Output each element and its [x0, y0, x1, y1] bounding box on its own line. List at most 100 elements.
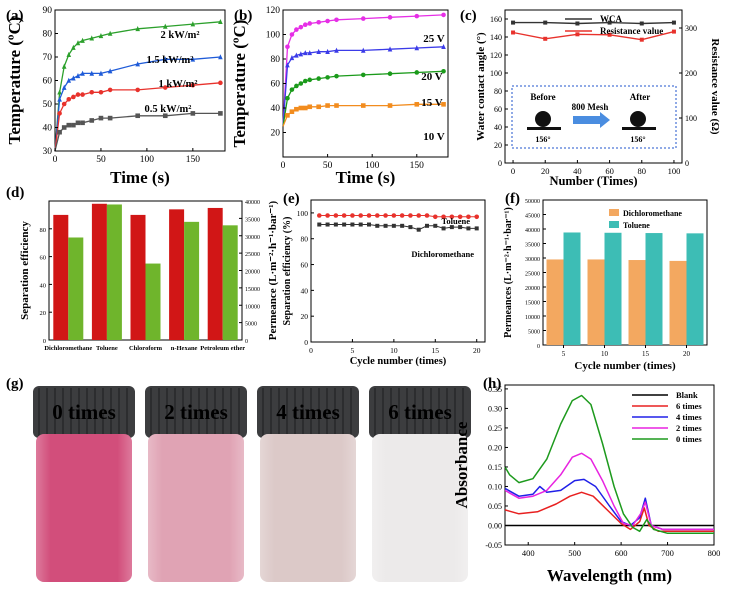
data-point	[218, 80, 223, 86]
data-point	[66, 77, 72, 83]
data-point	[639, 37, 644, 42]
bar-dichloromethane	[587, 259, 605, 345]
data-point	[71, 44, 76, 50]
category-label: Petroleum ether	[200, 345, 245, 352]
vial: 4 times	[257, 386, 359, 582]
data-point	[350, 213, 355, 218]
tick-label: 60	[43, 77, 53, 87]
tick-label: 0	[245, 339, 248, 345]
data-point	[408, 213, 413, 218]
vial-cap	[33, 386, 135, 438]
data-point	[316, 76, 321, 81]
legend-label: Toluene	[623, 221, 650, 230]
data-point	[190, 82, 196, 88]
tick-label: 15	[432, 346, 440, 355]
data-point	[414, 102, 420, 107]
panel-label: (a)	[6, 8, 24, 24]
tick-label: 0	[309, 346, 313, 355]
data-point	[416, 227, 421, 232]
data-point	[414, 13, 420, 19]
legend-label: 0 times	[676, 434, 702, 444]
series-label: 20 V	[421, 71, 443, 83]
data-point	[387, 103, 393, 108]
panel-label: (e)	[283, 191, 300, 207]
data-point	[61, 125, 67, 130]
data-point	[375, 223, 380, 228]
data-point	[449, 214, 455, 220]
series-label: 1 kW/m²	[158, 79, 197, 90]
data-point	[66, 122, 72, 128]
vial-label: 0 times	[52, 400, 116, 424]
data-point	[307, 50, 313, 56]
tick-label: 20	[473, 346, 481, 355]
vial-gloss	[260, 434, 356, 582]
tick-label: 25000	[525, 272, 540, 278]
tick-label: 15000	[245, 287, 260, 293]
data-point	[408, 225, 413, 230]
data-point	[107, 68, 113, 74]
data-point	[511, 20, 516, 25]
series-label: 10 V	[423, 131, 445, 143]
tick-label: 150	[186, 155, 201, 165]
inset-photo: Before 156° 800 Mesh After 156°	[511, 85, 677, 149]
tick-label: 10000	[245, 304, 260, 310]
legend-label: 4 times	[676, 412, 702, 422]
data-point	[325, 222, 330, 227]
inset-after-label: After	[630, 92, 650, 102]
vial-gloss	[148, 434, 244, 582]
y-axis-label-right: Permeance (L·m⁻²·h⁻¹·bar⁻¹)	[267, 200, 279, 340]
category-label: 10	[601, 350, 609, 358]
bar-efficiency	[207, 207, 223, 340]
angle-after: 156°	[630, 135, 645, 144]
data-point	[317, 222, 322, 227]
category-label: n-Hexane	[171, 345, 198, 352]
data-point	[75, 92, 81, 97]
bar-efficiency	[53, 214, 69, 340]
panel-g: 0 times 2 times 4 times 6 times (g)	[5, 376, 471, 583]
y-axis-label: Absorbance	[452, 421, 471, 508]
data-point	[218, 54, 223, 60]
panel-a: 30 40 50 60 70 80 90 0 50 100 150 2 kW/m² 1.5 kW/m² 1…	[5, 6, 226, 187]
mesh-label: 800 Mesh	[572, 102, 609, 112]
data-point	[607, 32, 612, 37]
tick-label: 800	[708, 548, 721, 558]
bar-toluene	[686, 233, 704, 345]
plot-frame	[504, 9, 683, 164]
legend-swatch	[609, 221, 619, 228]
tick-label: 20000	[245, 270, 260, 276]
data-point	[639, 21, 644, 26]
tick-label: 120	[266, 6, 281, 16]
data-point	[57, 129, 62, 135]
tick-label: 160	[490, 15, 502, 24]
data-point	[75, 73, 81, 79]
tick-label: 20	[541, 166, 550, 176]
data-point	[218, 111, 223, 116]
data-point	[98, 89, 104, 95]
x-axis-label: Cycle number (times)	[574, 360, 676, 372]
data-point	[358, 213, 364, 218]
data-point	[367, 222, 371, 227]
x-axis-label: Number (Times)	[549, 174, 637, 188]
category-label: Chloroform	[129, 345, 163, 352]
vial: 2 times	[145, 386, 247, 582]
bar-dichloromethane	[669, 260, 687, 345]
data-point	[400, 223, 405, 228]
legend-label: WCA	[600, 14, 622, 24]
droplet-after	[630, 111, 646, 127]
tick-label: 30000	[245, 235, 260, 241]
spectrum-line	[504, 452, 714, 531]
panel-label: (f)	[505, 191, 520, 207]
data-point	[298, 105, 304, 111]
category-label: 15	[642, 350, 650, 358]
panel-c: 0 20 40 60 80 100 120 140 160 0 20 40 60 80 100 0 100 200…	[460, 8, 721, 188]
legend-label: Dichloromethane	[623, 209, 682, 218]
tick-label: -0.05	[485, 541, 502, 550]
data-point	[57, 96, 62, 102]
tick-label: 25000	[245, 252, 260, 258]
tick-label: 60	[301, 261, 309, 270]
tick-label: 300	[685, 24, 697, 33]
data-point	[190, 21, 196, 27]
data-point	[298, 51, 304, 57]
substrate-after	[622, 127, 656, 130]
